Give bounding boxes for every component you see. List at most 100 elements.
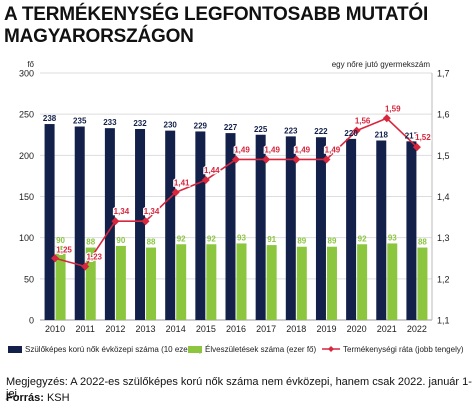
- bar-women: [255, 134, 266, 320]
- bar-births-label: 93: [388, 233, 397, 242]
- bar-births-label: 88: [418, 238, 427, 247]
- title-line-2: MAGYARORSZÁGON: [4, 26, 194, 47]
- bar-births-label: 93: [237, 233, 246, 242]
- bar-births: [206, 244, 217, 320]
- fertility-label: 1,41: [174, 178, 190, 187]
- bar-births: [85, 247, 96, 320]
- bar-women-label: 217: [405, 131, 419, 140]
- x-tick-label: 2020: [347, 324, 367, 334]
- bar-women-label: 232: [133, 119, 147, 128]
- legend-swatch-women: [8, 346, 22, 353]
- fertility-point: [232, 155, 240, 164]
- bar-births-label: 90: [56, 236, 65, 245]
- bar-births: [115, 245, 126, 320]
- fertility-label: 1,49: [264, 145, 280, 154]
- fertility-label: 1,34: [114, 207, 130, 216]
- bar-women-label: 233: [103, 118, 117, 127]
- bar-births-label: 92: [177, 234, 186, 243]
- bar-women-label: 230: [164, 121, 178, 130]
- left-axis-unit: fő: [27, 60, 34, 69]
- fertility-point: [51, 254, 60, 263]
- footnote: Megjegyzés: A 2022-es szülőképes korú nő…: [6, 376, 472, 400]
- left-tick-label: 0: [29, 316, 34, 326]
- source-line: Forrás: KSH: [6, 392, 70, 404]
- fertility-label: 1,52: [415, 133, 431, 142]
- x-tick-label: 2011: [76, 324, 95, 334]
- x-tick-label: 2016: [226, 324, 246, 334]
- bar-women-label: 223: [284, 126, 298, 135]
- bar-women-label: 222: [314, 127, 328, 136]
- bar-women: [406, 141, 417, 320]
- fertility-label: 1,49: [325, 145, 341, 154]
- bar-women-label: 218: [375, 131, 389, 140]
- bar-births-label: 92: [207, 234, 216, 243]
- x-tick-label: 2022: [407, 324, 427, 334]
- fertility-label: 1,25: [56, 245, 72, 254]
- left-tick-label: 300: [19, 69, 34, 79]
- fertility-point: [262, 155, 271, 164]
- fertility-point: [111, 217, 120, 226]
- right-tick-label: 1,6: [437, 110, 450, 120]
- title-line-1: A TERMÉKENYSÉG LEGFONTOSABB MUTATÓI: [4, 4, 429, 25]
- left-tick-label: 100: [19, 233, 34, 243]
- bar-women: [285, 136, 296, 320]
- source-value: KSH: [46, 392, 70, 404]
- x-tick-label: 2018: [286, 324, 306, 334]
- right-tick-label: 1,4: [437, 192, 450, 202]
- chart-title: A TERMÉKENYSÉG LEGFONTOSABB MUTATÓI MAGY…: [4, 4, 470, 48]
- right-tick-label: 1,3: [437, 233, 450, 243]
- bar-births: [296, 246, 307, 320]
- bar-births-label: 91: [267, 235, 276, 244]
- right-tick-label: 1,2: [437, 274, 450, 284]
- bar-women: [376, 140, 387, 320]
- bar-births: [146, 247, 157, 320]
- left-tick-label: 200: [19, 151, 34, 161]
- bar-births: [387, 243, 398, 320]
- bar-births: [357, 244, 368, 320]
- legend: Szülőképes korú nők évközepi száma (10 e…: [8, 345, 464, 354]
- bar-women: [195, 131, 206, 320]
- data-labels: 238 235 233 232 230 229 227 225 223 222 220 218 217 9…: [43, 103, 433, 263]
- x-tick-label: 2019: [316, 324, 336, 334]
- fertility-point: [81, 262, 90, 271]
- fertility-label: 1,49: [234, 145, 250, 154]
- axes: 0 50 100 150 200 250 300 1,1 1,2 1,3 1,4 1,5 1,6 1,7 f…: [19, 60, 450, 334]
- x-tick-label: 2014: [166, 324, 186, 334]
- right-tick-label: 1,1: [437, 316, 450, 326]
- fertility-point: [412, 143, 421, 152]
- fertility-label: 1,59: [385, 104, 401, 113]
- x-tick-label: 2010: [45, 324, 65, 334]
- bar-births-label: 92: [358, 234, 367, 243]
- x-tick-label: 2021: [377, 324, 397, 334]
- x-tick-label: 2012: [105, 324, 125, 334]
- x-tick-label: 2013: [136, 324, 156, 334]
- bar-births: [176, 244, 187, 320]
- fertility-label: 1,23: [86, 252, 102, 261]
- bar-women: [346, 138, 357, 320]
- legend-swatch-births: [188, 346, 202, 353]
- legend-label-fertility: Termékenységi ráta (jobb tengely): [343, 345, 464, 354]
- bar-women: [104, 128, 115, 320]
- bar-births: [326, 246, 337, 320]
- bar-women: [44, 124, 55, 321]
- right-axis-title: egy nőre jutó gyermekszám: [332, 60, 431, 69]
- fertility-point: [171, 188, 180, 197]
- fertility-point: [322, 155, 331, 164]
- bar-women-label: 220: [344, 129, 358, 138]
- legend-marker-fertility: [328, 346, 334, 352]
- fertility-label: 1,44: [204, 166, 220, 175]
- bar-women-label: 235: [73, 117, 87, 126]
- fertility-label: 1,49: [295, 145, 311, 154]
- legend-label-births: Élveszületések száma (ezer fő): [205, 345, 316, 354]
- left-tick-label: 250: [19, 110, 34, 120]
- fertility-label: 1,56: [355, 117, 371, 126]
- legend-label-women: Szülőképes korú nők évközepi száma (10 e…: [25, 345, 202, 354]
- x-tick-label: 2017: [256, 324, 276, 334]
- bar-births-label: 88: [86, 238, 95, 247]
- fertility-point: [382, 114, 391, 123]
- bar-births-label: 89: [328, 237, 337, 246]
- bar-births: [417, 247, 428, 320]
- right-tick-label: 1,5: [437, 151, 450, 161]
- bar-births: [55, 245, 66, 320]
- bar-women: [165, 130, 176, 320]
